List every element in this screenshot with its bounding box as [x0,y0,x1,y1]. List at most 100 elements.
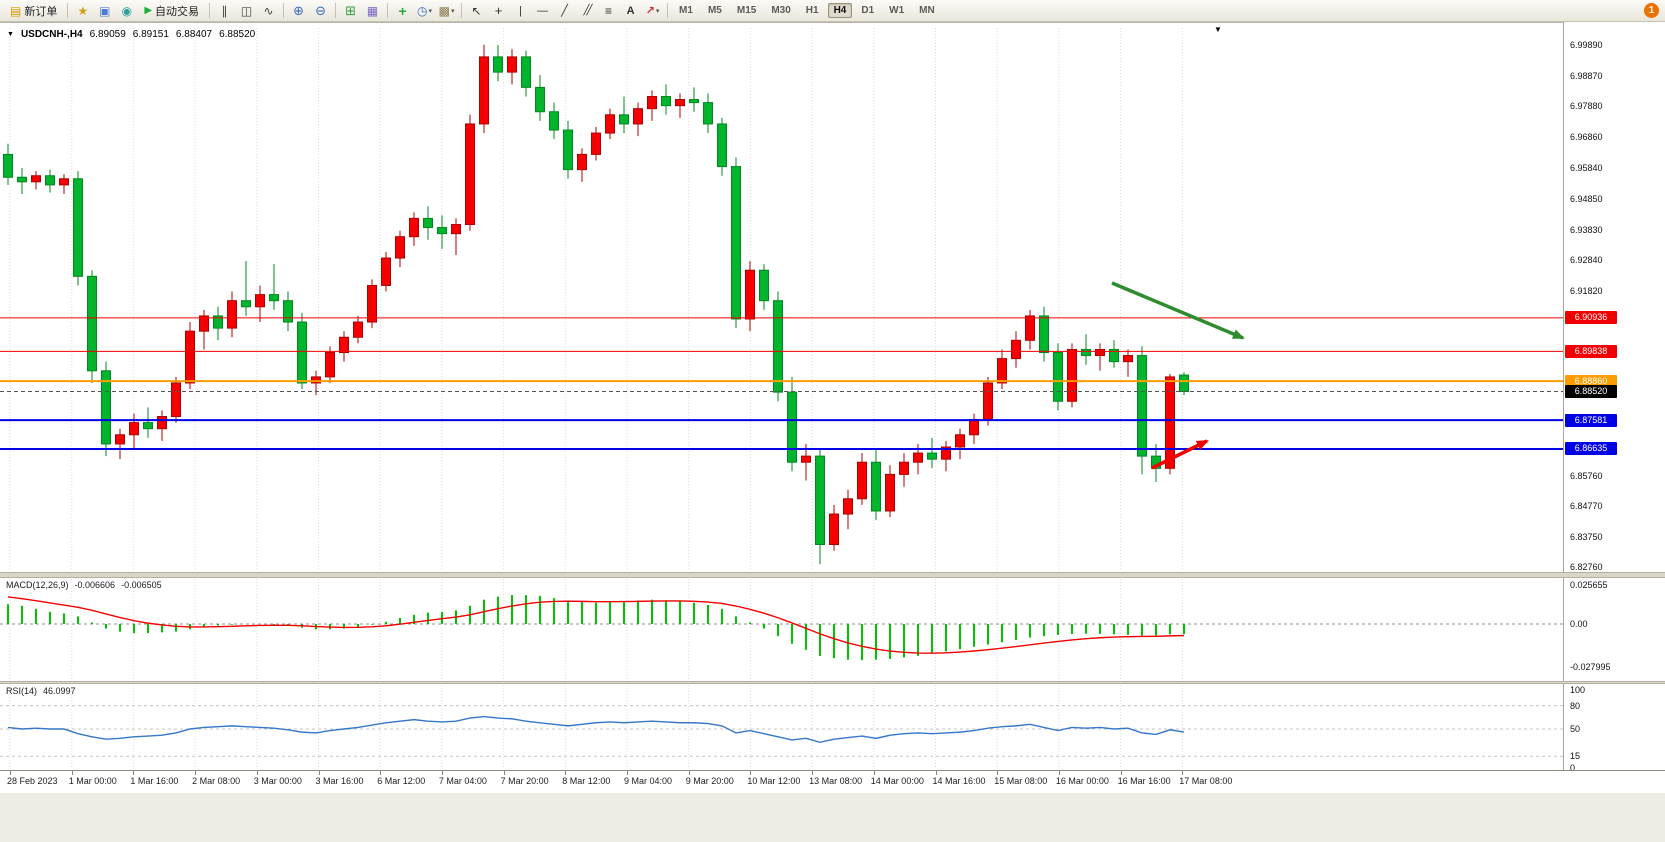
candlestick-chart-icon[interactable] [236,1,257,21]
candle[interactable] [535,75,545,121]
timeframe-mn[interactable]: MN [919,5,935,16]
tile-windows-icon[interactable] [340,1,361,21]
candle[interactable] [451,218,461,255]
templates-icon[interactable]: ▾ [436,1,457,21]
candle[interactable] [171,376,181,423]
candle[interactable] [87,270,97,383]
candle[interactable] [1039,306,1049,362]
candle[interactable] [1011,331,1021,368]
notification-badge[interactable]: 1 [1644,3,1659,18]
candle[interactable] [339,331,349,362]
candle[interactable] [409,212,419,246]
timeframe-m15[interactable]: M15 [736,5,757,16]
downtrend-arrow[interactable] [1111,281,1245,340]
candle[interactable] [479,44,489,134]
candle[interactable] [633,102,643,137]
candle[interactable] [731,157,741,329]
candle[interactable] [1095,343,1105,371]
candle[interactable] [199,309,209,350]
candle[interactable] [829,504,839,551]
candle[interactable] [115,428,125,460]
candle[interactable] [801,443,811,481]
candle[interactable] [521,50,531,97]
trendline-icon[interactable] [554,1,575,21]
rsi-panel[interactable] [0,684,1563,770]
candle[interactable] [745,261,755,332]
candle[interactable] [465,114,475,231]
community-icon[interactable] [116,1,137,21]
candle[interactable] [647,90,657,121]
metaeditor-icon[interactable] [94,1,115,21]
candle[interactable] [143,407,153,438]
candle[interactable] [885,465,895,518]
candle[interactable] [283,291,293,332]
arrows-icon[interactable]: ▾ [642,1,663,21]
candle[interactable] [843,489,853,530]
panel-splitter[interactable] [0,572,1665,578]
candle[interactable] [1067,343,1077,408]
indicator-list-icon[interactable] [362,1,383,21]
candle[interactable] [871,450,881,521]
candle[interactable] [227,291,237,338]
timeframe-m5[interactable]: M5 [707,5,722,16]
candle[interactable] [395,230,405,268]
timeframe-h1[interactable]: H1 [805,5,819,16]
candle[interactable] [1137,346,1147,475]
timeframe-m1[interactable]: M1 [679,5,693,16]
bar-chart-icon[interactable] [214,1,235,21]
candle[interactable] [983,376,993,426]
zoom-in-icon[interactable] [288,1,309,21]
candle[interactable] [689,87,699,112]
candle[interactable] [157,410,167,441]
candle[interactable] [367,279,377,329]
candle[interactable] [129,413,139,451]
candle[interactable] [59,174,69,195]
price-chart[interactable] [0,27,1563,572]
candle[interactable] [815,450,825,565]
candle[interactable] [591,126,601,161]
new-order-button[interactable]: 新订单 [4,1,63,21]
crosshair-icon[interactable] [488,1,509,21]
text-icon[interactable] [620,1,641,21]
periods-icon[interactable]: ▾ [414,1,435,21]
candle[interactable] [703,93,713,134]
channel-icon[interactable] [576,1,597,21]
timeframe-m30[interactable]: M30 [771,5,791,16]
candle[interactable] [325,346,335,383]
candle[interactable] [787,376,797,472]
candle[interactable] [255,285,265,323]
candle[interactable] [241,261,251,316]
candle[interactable] [899,453,909,487]
add-indicator-icon[interactable] [392,1,413,21]
candle[interactable] [17,168,27,195]
candle[interactable] [101,361,111,457]
candle[interactable] [661,84,671,115]
zoom-out-icon[interactable] [310,1,331,21]
candle[interactable] [605,108,615,140]
candle[interactable] [1081,334,1091,365]
candle[interactable] [969,413,979,444]
chart-shift-marker[interactable]: ▼ [1214,25,1222,34]
favorites-icon[interactable] [72,1,93,21]
panel-splitter[interactable] [0,681,1665,684]
candle[interactable] [437,215,447,249]
auto-trading-button[interactable]: 自动交易 [138,1,205,21]
candle[interactable] [549,102,559,140]
candle[interactable] [73,171,83,286]
candle[interactable] [577,148,587,182]
candle[interactable] [269,264,279,310]
fibonacci-icon[interactable] [598,1,619,21]
vertical-line-icon[interactable] [510,1,531,21]
candle[interactable] [3,143,13,185]
chart-area[interactable] [0,22,1665,793]
candle[interactable] [1123,349,1133,377]
horizontal-line-icon[interactable] [532,1,553,21]
timeframe-h4[interactable]: H4 [827,3,853,18]
candle[interactable] [955,428,965,460]
macd-panel[interactable] [0,578,1563,681]
candle[interactable] [185,322,195,390]
candle[interactable] [381,251,391,292]
timeframe-w1[interactable]: W1 [889,5,905,16]
candle[interactable] [1109,340,1119,368]
candle[interactable] [353,315,363,344]
